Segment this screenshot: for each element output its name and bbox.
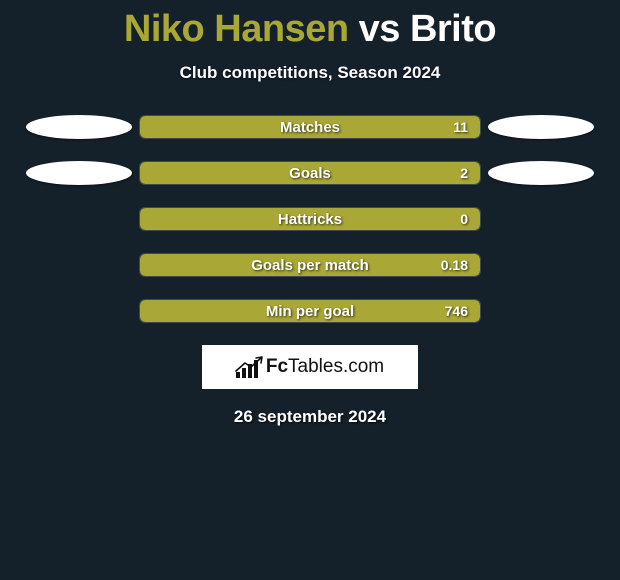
brand-logo: FcTables.com [202, 345, 418, 389]
brand-text: FcTables.com [266, 356, 384, 378]
p1-value: 2 [460, 165, 468, 181]
stat-bar: Hattricks 0 [139, 207, 481, 231]
stat-row: Hattricks 0 [0, 207, 620, 231]
page-title: Niko Hansen vs Brito [0, 0, 620, 51]
stat-label: Hattricks [278, 211, 342, 228]
stat-row: Min per goal 746 [0, 299, 620, 323]
title-vs: vs [349, 8, 410, 50]
stat-label: Matches [280, 119, 340, 136]
brand-bold: Fc [266, 356, 288, 377]
brand-rest: Tables.com [288, 356, 384, 377]
p1-marker-ellipse [26, 161, 132, 185]
stat-row: Goals per match 0.18 [0, 253, 620, 277]
p1-marker-ellipse [26, 115, 132, 139]
p2-marker-ellipse [488, 161, 594, 185]
stat-bar: Min per goal 746 [139, 299, 481, 323]
stat-label: Min per goal [266, 303, 354, 320]
side-right [481, 161, 601, 185]
stat-row: Matches 11 [0, 115, 620, 139]
p1-value: 11 [453, 119, 468, 135]
player2-name: Brito [410, 8, 496, 50]
stat-row: Goals 2 [0, 161, 620, 185]
stat-bar: Goals 2 [139, 161, 481, 185]
stats-container: Matches 11 Goals 2 Hattricks 0 Goals per match… [0, 115, 620, 323]
side-right [481, 115, 601, 139]
brand-chart-icon [236, 356, 262, 378]
stat-label: Goals per match [251, 257, 369, 274]
side-left [19, 115, 139, 139]
side-left [19, 161, 139, 185]
subtitle: Club competitions, Season 2024 [0, 63, 620, 83]
stat-bar: Goals per match 0.18 [139, 253, 481, 277]
p1-value: 746 [445, 303, 468, 319]
p1-value: 0.18 [441, 257, 468, 273]
date-stamp: 26 september 2024 [0, 407, 620, 427]
p2-marker-ellipse [488, 115, 594, 139]
player1-name: Niko Hansen [124, 8, 349, 50]
p1-value: 0 [460, 211, 468, 227]
stat-bar: Matches 11 [139, 115, 481, 139]
stat-label: Goals [289, 165, 331, 182]
